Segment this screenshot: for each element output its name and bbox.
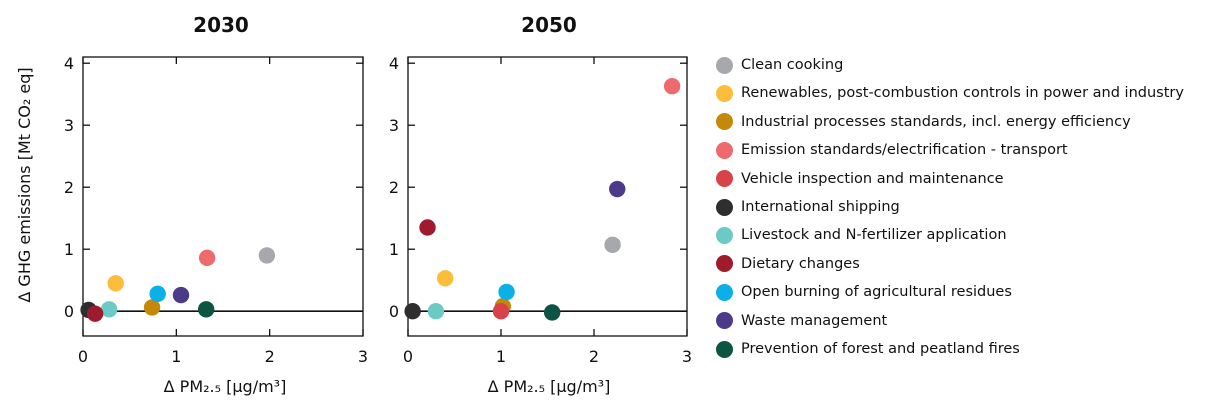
- point-industrial-processes-standards-incl-energy-efficiency: [143, 299, 161, 316]
- y-tick-label: 3: [389, 116, 399, 135]
- panel-title-2030: 2030: [193, 13, 249, 37]
- legend-label: Waste management: [741, 312, 888, 329]
- legend-item: International shipping: [716, 197, 900, 217]
- legend-label: Industrial processes standards, incl. en…: [741, 113, 1131, 130]
- point-clean-cooking: [604, 236, 621, 254]
- legend-item: Emission standards/electrification - tra…: [716, 140, 1068, 160]
- point-clean-cooking: [258, 247, 276, 264]
- y-tick-label: 4: [389, 54, 399, 73]
- legend-marker-icon: [716, 340, 733, 358]
- legend-item: Dietary changes: [716, 254, 860, 274]
- legend-item: Open burning of agricultural residues: [716, 282, 1012, 302]
- y-tick-label: 1: [64, 240, 74, 259]
- legend-marker-icon: [716, 141, 733, 159]
- panel-title-2050: 2050: [521, 13, 577, 37]
- point-open-burning-of-agricultural-residues: [149, 285, 166, 303]
- point-livestock-and-n-fertilizer-application: [427, 303, 445, 320]
- legend-label: Clean cooking: [741, 57, 844, 73]
- x-axis-label-2030: Δ PM₂.₅ [μg/m³]: [164, 377, 287, 396]
- legend-marker-icon: [716, 56, 733, 74]
- point-prevention-of-forest-and-peatland-fires: [543, 304, 561, 321]
- point-dietary-changes: [86, 305, 104, 322]
- x-tick-label: 1: [496, 347, 506, 366]
- legend-label: Livestock and N-fertilizer application: [741, 227, 1007, 244]
- legend-item: Renewables, post-combustion controls in …: [716, 83, 1184, 103]
- y-axis-label: Δ GHG emissions [Mt CO₂ eq]: [15, 67, 34, 302]
- y-tick-label: 0: [389, 302, 399, 321]
- legend-marker-icon: [716, 312, 733, 330]
- point-waste-management: [609, 180, 626, 198]
- legend-item: Prevention of forest and peatland fires: [716, 339, 1020, 359]
- legend-label: Emission standards/electrification - tra…: [741, 142, 1068, 159]
- point-vehicle-inspection-and-maintenance: [492, 303, 510, 320]
- point-waste-management: [172, 286, 190, 304]
- chart-area: Δ GHG emissions [Mt CO₂ eq] Δ PM₂.₅ [μg/…: [15, 13, 692, 396]
- x-tick-label: 2: [589, 347, 599, 366]
- x-tick-label: 1: [171, 347, 181, 366]
- legend-item: Industrial processes standards, incl. en…: [716, 112, 1131, 132]
- legend-item: Clean cooking: [716, 55, 843, 75]
- point-livestock-and-n-fertilizer-application: [100, 301, 118, 318]
- point-international-shipping: [404, 303, 421, 320]
- point-emission-standards-electrification-transport: [663, 77, 681, 95]
- x-tick-label: 3: [682, 347, 692, 366]
- point-open-burning-of-agricultural-residues: [498, 283, 515, 301]
- legend-label: Prevention of forest and peatland fires: [741, 341, 1020, 357]
- point-renewables-post-combustion-controls-in-power-and-industry: [437, 270, 454, 287]
- legend-marker-icon: [716, 113, 733, 131]
- legend-item: Livestock and N-fertilizer application: [716, 225, 1007, 245]
- legend-label: Dietary changes: [741, 255, 860, 272]
- point-dietary-changes: [419, 219, 436, 236]
- y-tick-label: 4: [64, 54, 74, 73]
- point-emission-standards-electrification-transport: [198, 249, 216, 267]
- y-tick-label: 2: [389, 178, 399, 197]
- x-axis-label-2050: Δ PM₂.₅ [μg/m³]: [488, 377, 611, 396]
- legend-item: Vehicle inspection and maintenance: [716, 169, 1004, 189]
- legend-label: International shipping: [741, 199, 900, 215]
- plot-frame: [407, 56, 688, 337]
- x-tick-label: 2: [265, 347, 275, 366]
- legend-marker-icon: [716, 255, 733, 273]
- y-tick-label: 0: [64, 302, 74, 321]
- y-tick-label: 1: [389, 240, 399, 259]
- point-prevention-of-forest-and-peatland-fires: [198, 301, 215, 318]
- legend-marker-icon: [716, 170, 733, 188]
- y-tick-label: 3: [64, 116, 74, 135]
- legend-item: Waste management: [716, 311, 887, 331]
- legend-marker-icon: [716, 84, 733, 102]
- legend-label: Vehicle inspection and maintenance: [741, 170, 1004, 187]
- x-tick-label: 0: [403, 347, 413, 366]
- x-tick-label: 0: [78, 347, 88, 366]
- legend-marker-icon: [716, 226, 733, 244]
- plot-frame: [82, 56, 364, 337]
- point-renewables-post-combustion-controls-in-power-and-industry: [107, 275, 124, 292]
- legend-marker-icon: [716, 198, 733, 216]
- legend-marker-icon: [716, 283, 733, 301]
- legend-label: Renewables, post-combustion controls in …: [741, 85, 1184, 102]
- legend-label: Open burning of agricultural residues: [741, 284, 1012, 301]
- x-tick-label: 3: [358, 347, 368, 366]
- y-tick-label: 2: [64, 178, 74, 197]
